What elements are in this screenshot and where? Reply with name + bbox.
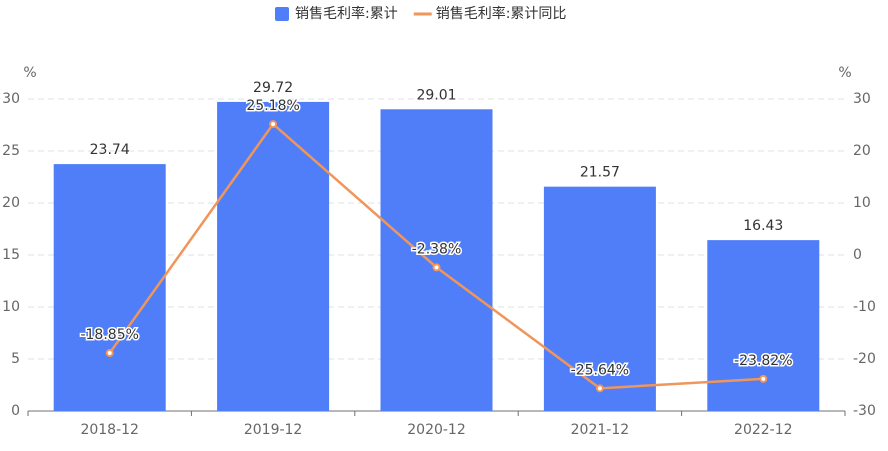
bar-value-label: 21.57 — [580, 165, 620, 181]
x-tick-label: 2022-12 — [734, 422, 793, 438]
y-tick-label: 20 — [2, 195, 20, 211]
y-axis-label: % — [23, 65, 36, 81]
line-point — [759, 374, 768, 383]
bar-value-label: 29.72 — [253, 80, 293, 96]
line-point — [269, 120, 278, 129]
line-point — [432, 263, 441, 272]
y2-tick-label: 20 — [853, 143, 871, 159]
bar — [707, 240, 820, 411]
legend-swatch[interactable] — [275, 7, 289, 21]
y-tick-label: 10 — [2, 299, 20, 315]
y-tick-label: 30 — [2, 91, 20, 107]
legend-label[interactable]: 销售毛利率:累计同比 — [436, 5, 567, 22]
bar — [380, 109, 493, 412]
line-point — [595, 384, 604, 393]
y-tick-label: 0 — [11, 403, 20, 419]
bar-value-label: 29.01 — [416, 87, 456, 103]
y2-axis-label: % — [838, 65, 851, 81]
line-point — [105, 349, 114, 358]
y2-tick-label: -10 — [853, 299, 876, 315]
line-value-label: -18.85% — [80, 327, 138, 343]
bar-value-label: 23.74 — [90, 142, 130, 158]
bar — [53, 164, 166, 411]
y-tick-label: 25 — [2, 143, 20, 159]
x-tick-label: 2021-12 — [571, 422, 630, 438]
y2-tick-label: 30 — [853, 91, 871, 107]
line-value-label: -25.64% — [571, 362, 629, 378]
line-value-label: -2.38% — [412, 241, 462, 257]
y-tick-label: 15 — [2, 247, 20, 263]
bar — [543, 186, 656, 411]
line-value-label: 25.18% — [246, 98, 299, 114]
y2-tick-label: 0 — [853, 247, 862, 263]
legend-label[interactable]: 销售毛利率:累计 — [295, 5, 398, 22]
line-value-label: -23.82% — [734, 353, 792, 369]
bar — [217, 101, 330, 412]
y-tick-label: 5 — [11, 351, 20, 367]
y2-tick-label: 10 — [853, 195, 871, 211]
x-tick-label: 2018-12 — [80, 422, 139, 438]
x-tick-label: 2020-12 — [407, 422, 466, 438]
bar-value-label: 16.43 — [743, 218, 783, 234]
y2-tick-label: -30 — [853, 403, 876, 419]
x-tick-label: 2019-12 — [244, 422, 303, 438]
y2-tick-label: -20 — [853, 351, 876, 367]
